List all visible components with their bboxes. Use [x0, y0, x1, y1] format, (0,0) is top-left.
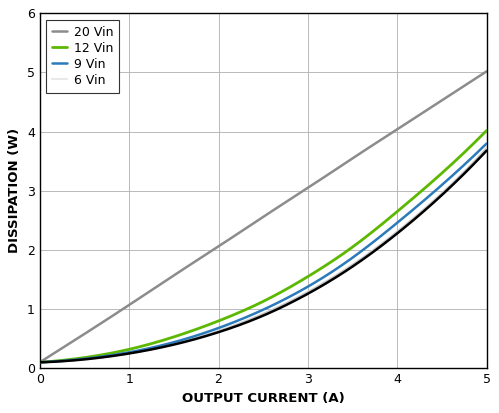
Line: 20 Vin: 20 Vin — [40, 71, 487, 362]
20 Vin — [278, 202, 284, 207]
12 Vin — [484, 128, 490, 133]
Line: 9 Vin: 9 Vin — [40, 143, 487, 362]
9 Vin — [37, 360, 43, 365]
12 Vin — [249, 304, 255, 309]
9 Vin — [403, 213, 409, 218]
6 Vin — [484, 146, 490, 151]
Legend: 20 Vin, 12 Vin, 9 Vin, 6 Vin: 20 Vin, 12 Vin, 9 Vin, 6 Vin — [46, 19, 119, 93]
X-axis label: OUTPUT CURRENT (A): OUTPUT CURRENT (A) — [182, 392, 345, 405]
9 Vin — [251, 311, 257, 316]
20 Vin — [484, 69, 490, 74]
20 Vin — [403, 121, 409, 126]
12 Vin — [473, 139, 479, 144]
12 Vin — [251, 303, 257, 308]
20 Vin — [251, 220, 257, 225]
12 Vin — [37, 360, 43, 365]
9 Vin — [249, 312, 255, 317]
6 Vin — [303, 291, 309, 296]
9 Vin — [473, 152, 479, 157]
9 Vin — [278, 298, 284, 303]
6 Vin — [403, 222, 409, 227]
6 Vin — [278, 303, 284, 308]
9 Vin — [484, 141, 490, 146]
Y-axis label: DISSIPATION (W): DISSIPATION (W) — [8, 128, 21, 253]
6 Vin — [249, 316, 255, 321]
9 Vin — [303, 285, 309, 290]
20 Vin — [303, 187, 309, 192]
6 Vin — [473, 157, 479, 162]
20 Vin — [249, 222, 255, 227]
12 Vin — [403, 202, 409, 206]
20 Vin — [37, 360, 43, 365]
12 Vin — [278, 290, 284, 294]
20 Vin — [473, 76, 479, 81]
Line: 12 Vin: 12 Vin — [40, 131, 487, 362]
6 Vin — [37, 360, 43, 365]
6 Vin — [251, 315, 257, 320]
12 Vin — [303, 275, 309, 280]
Line: 6 Vin: 6 Vin — [40, 148, 487, 362]
